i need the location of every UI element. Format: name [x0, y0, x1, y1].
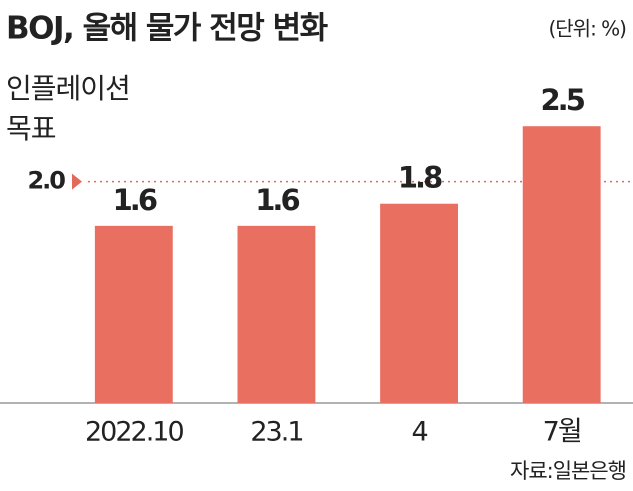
source: 자료:일본은행	[510, 459, 626, 483]
x-tick-label: 7월	[543, 417, 581, 448]
bar	[522, 126, 601, 403]
x-tick-label: 2022.10	[85, 417, 183, 448]
target-arrow	[72, 173, 82, 190]
bar	[380, 203, 458, 403]
target-value-label: 2.0	[27, 167, 65, 195]
value-label: 2.5	[541, 83, 585, 117]
bar	[94, 225, 173, 403]
value-label: 1.6	[113, 183, 157, 217]
target-name: 목표	[6, 112, 56, 145]
value-label: 1.6	[255, 183, 299, 217]
target-name: 인플레이션	[6, 72, 130, 105]
x-tick-label: 4	[411, 417, 427, 448]
bar	[237, 225, 316, 403]
unit-label: (단위: %)	[548, 17, 626, 41]
chart-title: BOJ, 올해 물가 전망 변화	[6, 11, 329, 47]
x-tick-label: 23.1	[250, 417, 302, 448]
value-label: 1.8	[398, 161, 442, 195]
